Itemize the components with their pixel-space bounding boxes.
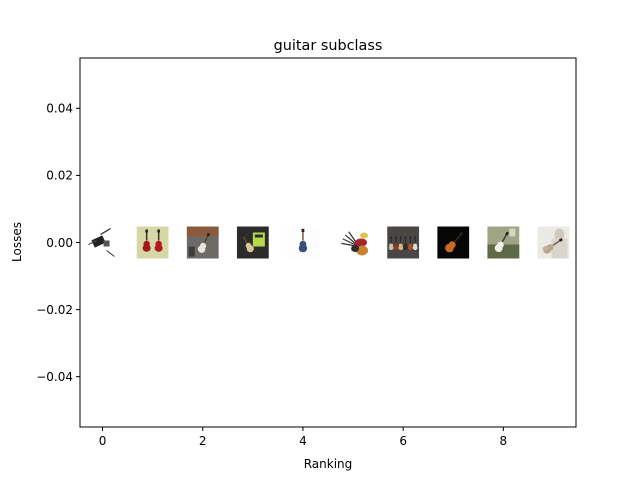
thumbnail-guitar-poster <box>236 226 269 259</box>
thumbnail-single-blue-guitar <box>286 226 319 259</box>
x-tick-label: 4 <box>299 434 307 448</box>
y-tick-label: 0.02 <box>46 169 73 183</box>
y-tick-label: −0.04 <box>36 370 73 384</box>
x-axis-label: Ranking <box>304 457 353 471</box>
thumbnail-guitar-parts-black-white <box>86 226 119 259</box>
y-tick-label: 0.04 <box>46 102 73 116</box>
x-tick-label: 6 <box>399 434 407 448</box>
y-tick-label: −0.02 <box>36 303 73 317</box>
y-tick-label: 0.00 <box>46 236 73 250</box>
thumbnail-two-red-guitars <box>136 226 169 259</box>
thumbnail-guitar-shop-rack <box>387 226 420 259</box>
y-axis-label: Losses <box>10 222 24 262</box>
x-tick-label: 2 <box>199 434 207 448</box>
thumbnail-person-playing-guitar <box>537 226 570 259</box>
axes: 0 2 4 6 8 −0.04 −0.02 0.00 0.02 0.04 <box>36 57 577 448</box>
thumbnail-guitar-collection-fan <box>337 226 370 259</box>
thumbnails <box>86 226 570 259</box>
thumbnail-guitar-on-wall <box>186 226 219 259</box>
chart-title: guitar subclass <box>274 38 383 54</box>
thumbnail-green-guitar-photo <box>487 226 520 259</box>
thumbnail-orange-guitar-dark <box>437 226 470 259</box>
x-tick-label: 0 <box>99 434 107 448</box>
x-tick-label: 8 <box>500 434 508 448</box>
